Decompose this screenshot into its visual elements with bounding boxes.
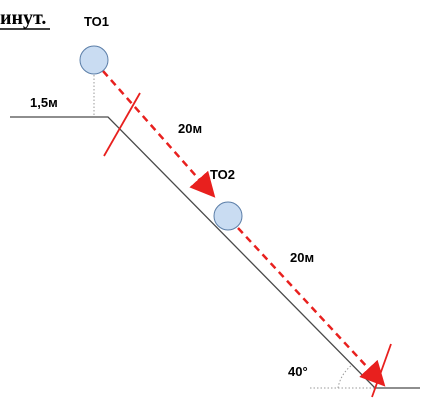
label-dist1: 20м <box>178 121 202 136</box>
label-to2: ТО2 <box>210 167 235 182</box>
ball-to2 <box>213 201 243 231</box>
label-height: 1,5м <box>30 95 58 110</box>
label-dist2: 20м <box>290 250 314 265</box>
angle-arc <box>337 364 353 389</box>
header-fragment: инут. <box>0 7 46 29</box>
start-cross-mark <box>103 92 141 157</box>
end-cross-mark <box>371 343 392 398</box>
trajectory-segment-1 <box>102 70 216 198</box>
label-angle: 40° <box>288 364 308 379</box>
ground-profile <box>10 116 420 389</box>
ball-to1 <box>79 45 109 75</box>
label-to1: ТО1 <box>84 14 109 29</box>
